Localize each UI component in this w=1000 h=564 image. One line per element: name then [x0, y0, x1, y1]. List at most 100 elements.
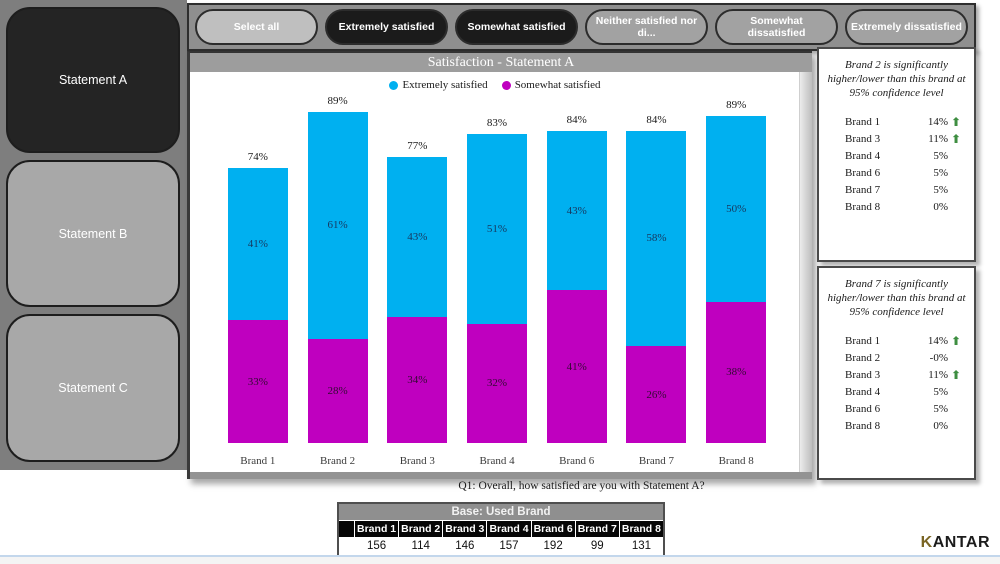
sidebar-item-statement-a[interactable]: Statement A: [6, 7, 180, 153]
base-table-column-brand-2: Brand 2: [399, 521, 443, 537]
up-arrow-icon: ⬆: [950, 367, 962, 382]
significance-panel-brand2: Brand 2 is significantly higher/lower th…: [817, 47, 976, 262]
significance-value: 5%: [933, 402, 948, 415]
sidebar-item-statement-c[interactable]: Statement C: [6, 314, 180, 462]
up-arrow-icon: ⬆: [950, 131, 962, 146]
base-table-lead-cell: [339, 521, 354, 537]
bar-column-brand-8: 50% 38% 89% Brand 8: [696, 99, 776, 467]
base-table-value-brand-6: 192: [543, 540, 563, 552]
filter-button-somewhat-dissatisfied[interactable]: Somewhat dissatisfied: [715, 9, 838, 45]
base-table-value-brand-7: 99: [590, 540, 604, 552]
base-table-value-brand-8: 131: [631, 540, 651, 552]
bar-segment-extremely-satisfied[interactable]: 58%: [626, 130, 687, 347]
significance-row-brand-4: Brand 4 5%: [845, 147, 964, 164]
up-arrow-icon: ⬆: [950, 114, 962, 129]
bar-column-brand-6: 43% 41% 84% Brand 6: [537, 107, 617, 467]
significance-brand-label: Brand 1: [845, 334, 881, 347]
question-text: Q1: Overall, how satisfied are you with …: [458, 480, 705, 492]
significance-value: 5%: [933, 183, 948, 196]
bar-segment-somewhat-satisfied[interactable]: 28%: [307, 338, 368, 443]
bar-segment-extremely-satisfied[interactable]: 41%: [227, 167, 288, 321]
significance-brand-label: Brand 4: [845, 385, 881, 398]
significance-rows: Brand 1 14% ⬆ Brand 3 11% ⬆ Brand 4 5% Brand 6 5%…: [819, 113, 974, 215]
x-axis-label: Brand 3: [399, 455, 435, 467]
base-table: Base: Used Brand Brand 1 Brand 2 Brand 3 Br…: [337, 502, 665, 558]
significance-row-brand-1: Brand 1 14% ⬆: [845, 113, 964, 130]
bar-brand-3[interactable]: 43% 34%: [387, 156, 448, 443]
filter-button-extremely-satisfied[interactable]: Extremely satisfied: [325, 9, 448, 45]
significance-row-brand-7: Brand 7 5%: [845, 181, 964, 198]
significance-brand-label: Brand 8: [845, 419, 881, 432]
base-table-value-brand-4: 157: [499, 540, 519, 552]
significance-row-brand-3: Brand 3 11% ⬆: [845, 130, 964, 147]
bar-column-brand-7: 58% 26% 84% Brand 7: [617, 107, 697, 467]
bar-brand-6[interactable]: 43% 41%: [546, 130, 607, 443]
bar-segment-somewhat-satisfied[interactable]: 33%: [227, 320, 288, 443]
significance-value: 5%: [933, 385, 948, 398]
significance-brand-label: Brand 6: [845, 402, 881, 415]
significance-row-brand-6: Brand 6 5%: [845, 164, 964, 181]
bar-segment-extremely-satisfied[interactable]: 43%: [546, 130, 607, 291]
significance-panel-title: Brand 2 is significantly higher/lower th…: [827, 59, 966, 99]
bar-segment-extremely-satisfied[interactable]: 61%: [307, 111, 368, 339]
significance-value: 5%: [933, 149, 948, 162]
bar-brand-4[interactable]: 51% 32%: [467, 134, 528, 443]
legend-label: Extremely satisfied: [402, 79, 488, 91]
bar-brand-8[interactable]: 50% 38%: [706, 115, 767, 443]
bar-segment-somewhat-satisfied[interactable]: 26%: [626, 346, 687, 443]
significance-value: 14%: [927, 334, 948, 347]
significance-value: 0%: [933, 419, 948, 432]
legend-label: Somewhat satisfied: [514, 79, 601, 91]
base-table-values-row: 156 114 146 157 192 99 131: [339, 537, 663, 556]
up-arrow-icon: ⬆: [950, 333, 962, 348]
significance-panel-title: Brand 7 is significantly higher/lower th…: [827, 278, 966, 318]
significance-row-brand-1: Brand 1 14% ⬆: [845, 332, 964, 349]
base-table-value-brand-2: 114: [411, 540, 430, 552]
bar-total-label: 77%: [407, 139, 428, 152]
bar-segment-somewhat-satisfied[interactable]: 41%: [546, 290, 607, 443]
base-table-value-brand-1: 156: [366, 540, 387, 552]
bar-total-label: 89%: [726, 98, 747, 111]
base-table-column-brand-1: Brand 1: [355, 521, 399, 537]
bar-column-brand-3: 43% 34% 77% Brand 3: [377, 107, 457, 467]
bar-segment-somewhat-satisfied[interactable]: 32%: [467, 323, 528, 443]
sidebar-item-statement-b[interactable]: Statement B: [6, 160, 180, 307]
significance-value: 11%: [928, 368, 948, 381]
satisfaction-chart: Satisfaction - Statement A Extremely sat…: [187, 51, 812, 479]
x-axis-label: Brand 8: [718, 455, 754, 467]
significance-brand-label: Brand 3: [845, 132, 881, 145]
base-table-header-row: Brand 1 Brand 2 Brand 3 Brand 4 Brand 6 Brand…: [339, 521, 663, 537]
bottom-strip: [0, 555, 1000, 564]
bar-brand-2[interactable]: 61% 28%: [307, 111, 368, 443]
base-table-column-brand-4: Brand 4: [487, 521, 531, 537]
bar-brand-1[interactable]: 41% 33%: [227, 167, 288, 443]
filter-button-extremely-dissatisfied[interactable]: Extremely dissatisfied: [845, 9, 968, 45]
significance-panel-brand7: Brand 7 is significantly higher/lower th…: [817, 266, 976, 480]
base-table-column-brand-8: Brand 8: [619, 521, 663, 537]
bar-segment-extremely-satisfied[interactable]: 51%: [467, 134, 528, 324]
bar-segment-extremely-satisfied[interactable]: 50%: [706, 115, 767, 302]
significance-brand-label: Brand 1: [845, 115, 881, 128]
bar-column-brand-4: 51% 32% 83% Brand 4: [457, 107, 537, 467]
filter-button-select-all[interactable]: Select all: [195, 9, 318, 45]
vertical-scrollbar[interactable]: [799, 72, 812, 472]
legend-item-extremely-satisfied: Extremely satisfied: [389, 79, 488, 91]
significance-row-brand-4: Brand 4 5%: [845, 383, 964, 400]
chart-legend: Extremely satisfied Somewhat satisfied: [190, 79, 800, 91]
significance-brand-label: Brand 2: [845, 351, 881, 364]
significance-value: -0%: [929, 351, 948, 364]
bar-brand-7[interactable]: 58% 26%: [626, 130, 687, 443]
legend-dot-icon: [501, 80, 511, 90]
significance-brand-label: Brand 6: [845, 166, 881, 179]
bar-segment-somewhat-satisfied[interactable]: 38%: [706, 301, 767, 443]
bar-total-label: 89%: [327, 94, 348, 107]
chart-plot: 41% 33% 74% Brand 1 61% 28% 89% Brand 2 43% 34% 77…: [218, 95, 776, 467]
significance-row-brand-8: Brand 8 0%: [845, 198, 964, 215]
base-table-lead-cell: [339, 537, 354, 556]
bar-segment-somewhat-satisfied[interactable]: 34%: [387, 316, 448, 443]
filter-button-somewhat-satisfied[interactable]: Somewhat satisfied: [455, 9, 578, 45]
bar-segment-extremely-satisfied[interactable]: 43%: [387, 156, 448, 317]
filter-button-neither-satisfied-nor-di-[interactable]: Neither satisfied nor di...: [585, 9, 708, 45]
significance-brand-label: Brand 7: [845, 183, 881, 196]
